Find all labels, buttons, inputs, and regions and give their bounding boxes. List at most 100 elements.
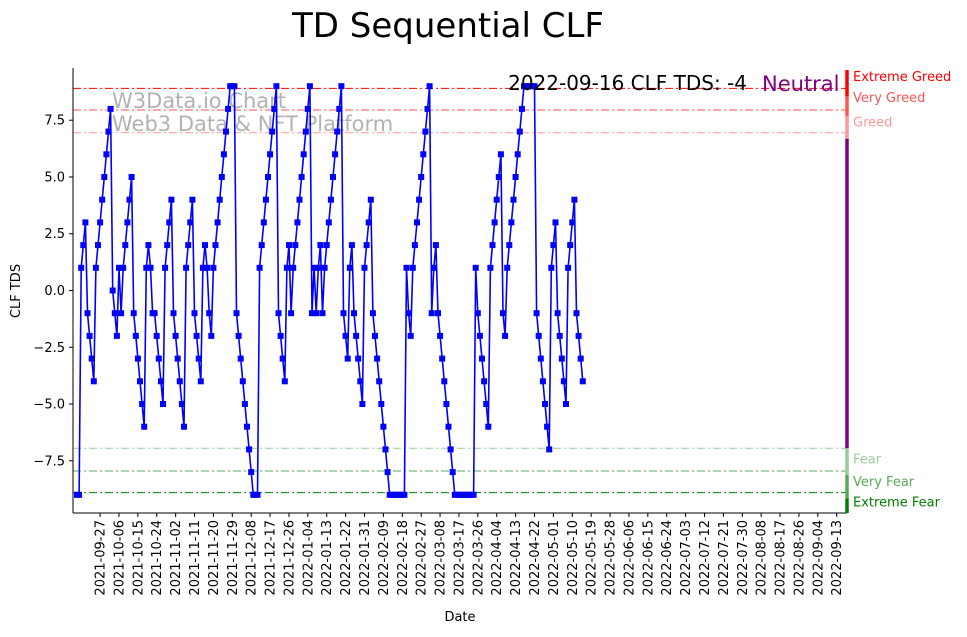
data-point xyxy=(147,264,154,271)
x-tick-label: 2021-11-02 xyxy=(169,520,184,596)
data-point xyxy=(439,355,446,362)
status-label: Neutral xyxy=(762,72,840,96)
x-tick-label: 2022-07-21 xyxy=(717,520,732,596)
data-point xyxy=(351,310,357,317)
data-point xyxy=(346,264,353,271)
data-point xyxy=(558,355,565,362)
x-tick-label: 2022-07-30 xyxy=(736,520,751,596)
data-point xyxy=(164,242,171,249)
y-tick-label: −7.5 xyxy=(33,454,65,469)
x-tick-label: 2022-03-26 xyxy=(471,520,486,596)
x-tick-label: 2022-09-04 xyxy=(811,520,826,596)
x-tick-label: 2022-06-24 xyxy=(660,520,675,596)
data-point xyxy=(359,401,366,407)
data-point xyxy=(233,310,240,317)
data-point xyxy=(248,469,255,476)
data-point xyxy=(348,242,355,249)
data-point xyxy=(241,401,248,407)
x-tick-label: 2022-01-04 xyxy=(301,520,316,596)
data-point xyxy=(260,219,267,226)
data-point xyxy=(168,196,175,203)
data-point xyxy=(495,174,502,180)
sentiment-label: Extreme Fear xyxy=(853,496,941,511)
data-point xyxy=(107,105,114,112)
data-point xyxy=(176,378,183,385)
data-point xyxy=(544,423,551,430)
data-point xyxy=(265,174,271,180)
data-point xyxy=(292,242,299,249)
x-tick-label: 2022-05-19 xyxy=(585,520,600,596)
data-point xyxy=(483,401,490,407)
data-point xyxy=(424,105,431,112)
data-point xyxy=(294,219,301,226)
data-point xyxy=(76,491,83,498)
x-tick-label: 2022-08-08 xyxy=(755,520,770,596)
x-tick-label: 2022-02-18 xyxy=(396,520,411,596)
data-point xyxy=(130,310,137,317)
y-tick-label: 2.5 xyxy=(44,227,65,242)
watermark-line: W3Data.io Chart xyxy=(112,89,286,113)
data-point xyxy=(563,401,569,407)
x-tick-label: 2022-03-08 xyxy=(434,520,449,596)
data-point xyxy=(202,242,208,249)
data-point xyxy=(204,264,211,271)
data-point xyxy=(137,378,143,385)
data-point xyxy=(244,423,250,430)
x-tick-label: 2021-11-20 xyxy=(207,520,222,596)
data-point xyxy=(235,332,242,339)
data-point xyxy=(311,264,318,271)
data-point xyxy=(411,242,418,249)
data-point xyxy=(319,310,326,317)
data-point xyxy=(508,219,515,226)
x-tick-label: 2022-04-04 xyxy=(490,520,505,596)
data-point xyxy=(531,83,538,90)
data-point xyxy=(197,378,204,385)
data-point xyxy=(470,491,477,498)
x-tick-label: 2022-08-26 xyxy=(792,520,807,596)
data-point xyxy=(493,196,500,203)
data-point xyxy=(474,310,481,317)
data-point xyxy=(195,355,202,362)
data-point xyxy=(372,332,378,339)
data-point xyxy=(181,423,187,430)
data-point xyxy=(556,332,563,339)
data-point xyxy=(327,196,334,203)
data-point xyxy=(430,264,437,271)
data-point xyxy=(535,332,542,339)
data-point xyxy=(441,378,448,385)
data-point xyxy=(514,151,521,158)
data-point xyxy=(300,151,307,158)
data-point xyxy=(432,242,439,249)
x-tick-label: 2022-01-22 xyxy=(339,520,354,596)
data-point xyxy=(103,151,110,158)
data-point xyxy=(286,242,292,249)
data-point xyxy=(155,355,162,362)
data-point xyxy=(193,332,200,339)
data-point xyxy=(363,242,370,249)
y-axis-label: CLF TDS xyxy=(9,264,24,318)
data-point xyxy=(134,355,141,362)
data-point xyxy=(575,332,582,339)
data-point xyxy=(139,401,146,407)
data-point xyxy=(283,264,290,271)
x-tick-label: 2021-10-24 xyxy=(150,520,165,596)
data-point xyxy=(353,332,360,339)
data-point xyxy=(141,423,148,430)
data-point xyxy=(405,310,412,317)
data-point xyxy=(313,310,320,317)
x-tick-label: 2022-08-17 xyxy=(774,520,789,596)
data-point xyxy=(548,264,555,271)
data-point xyxy=(510,196,517,203)
data-point xyxy=(414,219,420,226)
data-point xyxy=(239,378,246,385)
data-point xyxy=(418,174,425,180)
data-point xyxy=(258,242,265,249)
data-point xyxy=(485,423,492,430)
data-point xyxy=(325,219,332,226)
data-point xyxy=(416,196,423,203)
data-point xyxy=(178,401,185,407)
data-point xyxy=(82,219,89,226)
data-point xyxy=(338,83,345,90)
